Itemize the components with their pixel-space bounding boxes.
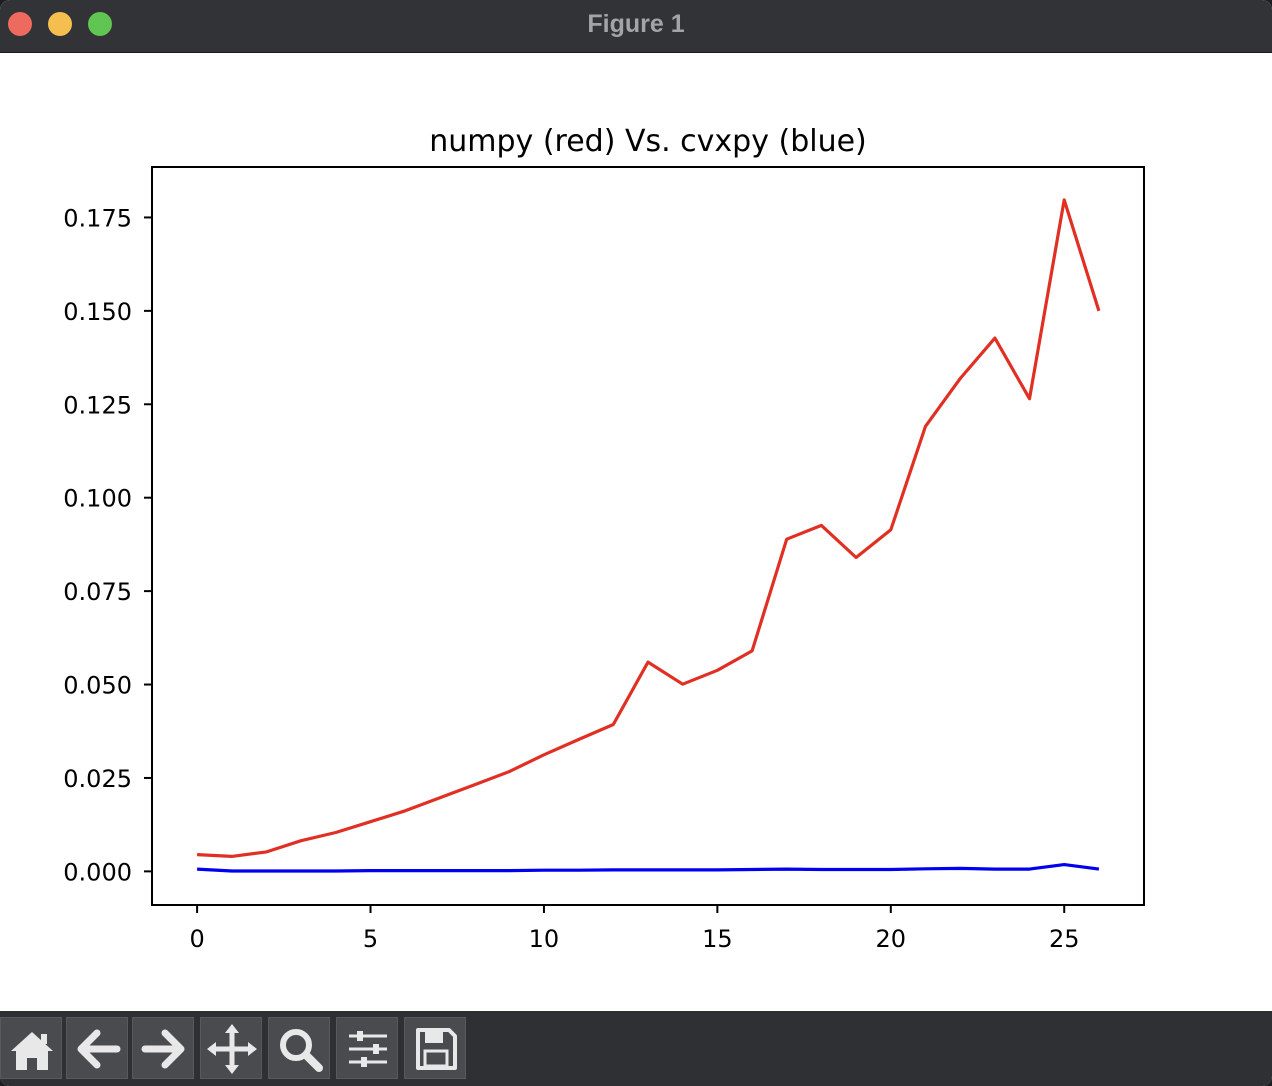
y-tick-label: 0.050: [63, 672, 132, 700]
navigation-toolbar: [0, 1011, 1272, 1086]
series-line-0: [197, 198, 1101, 859]
chart-title: numpy (red) Vs. cvxpy (blue): [429, 124, 867, 159]
x-tick-label: 15: [702, 925, 733, 953]
x-tick-label: 20: [876, 925, 907, 953]
back-button[interactable]: [66, 1017, 128, 1079]
arrow-right-icon: [141, 1029, 185, 1069]
home-icon: [11, 1032, 53, 1070]
y-tick-label: 0.025: [63, 765, 132, 793]
y-tick-label: 0.000: [63, 858, 132, 886]
home-button[interactable]: [0, 1017, 62, 1079]
configure-subplots-button[interactable]: [336, 1017, 398, 1079]
y-tick-label: 0.075: [63, 578, 132, 606]
arrow-left-icon: [77, 1029, 121, 1069]
save-button[interactable]: [404, 1017, 466, 1079]
sliders-icon: [349, 1031, 387, 1067]
close-window-button[interactable]: [8, 12, 32, 36]
y-tick-label: 0.125: [63, 391, 132, 419]
maximize-window-button[interactable]: [88, 12, 112, 36]
series-line-1: [197, 862, 1100, 873]
x-tick-label: 5: [363, 925, 378, 953]
minimize-window-button[interactable]: [48, 12, 72, 36]
floppy-disk-icon: [416, 1028, 457, 1070]
title-bar: Figure 1: [0, 0, 1272, 53]
y-tick-label: 0.150: [63, 298, 132, 326]
forward-button[interactable]: [132, 1017, 194, 1079]
magnifier-icon: [280, 1029, 323, 1072]
figure-canvas: numpy (red) Vs. cvxpy (blue) 0 5 10 15 20 25 0…: [0, 53, 1272, 1010]
y-tick-label: 0.100: [63, 485, 132, 513]
window-title: Figure 1: [587, 10, 685, 38]
pan-button[interactable]: [200, 1017, 262, 1079]
y-tick-label: 0.175: [63, 204, 132, 232]
x-tick-label: 10: [529, 925, 560, 953]
move-icon: [207, 1024, 257, 1074]
axes-frame: [151, 166, 1145, 906]
x-tick-label: 25: [1049, 925, 1080, 953]
chart: numpy (red) Vs. cvxpy (blue) 0 5 10 15 20 25 0…: [63, 124, 1145, 953]
x-tick-label: 0: [189, 925, 204, 953]
zoom-button[interactable]: [268, 1017, 330, 1079]
